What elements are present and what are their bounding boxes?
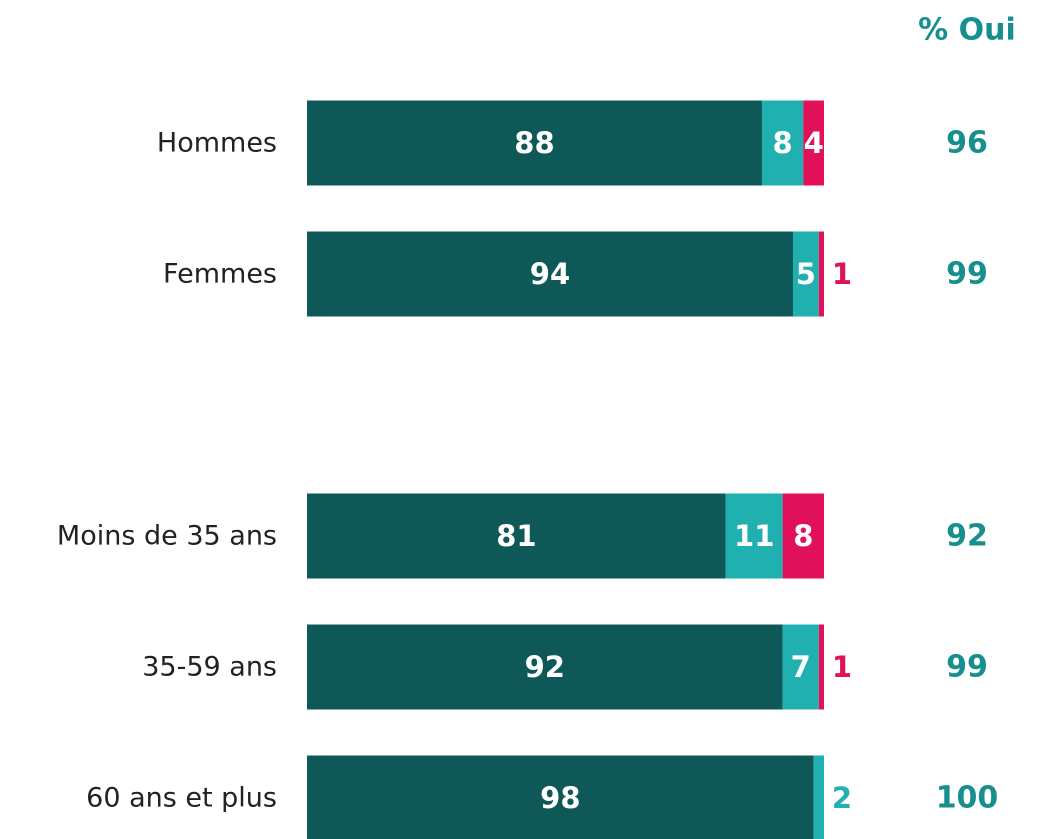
totals-title: % Oui — [918, 13, 1016, 48]
value-label: 7 — [791, 650, 811, 684]
category-label: Moins de 35 ans — [57, 521, 277, 552]
bar-segment — [818, 231, 824, 317]
total-label: 92 — [946, 519, 988, 554]
value-label: 11 — [734, 519, 774, 553]
bar-segment — [307, 231, 793, 317]
value-label: 2 — [832, 781, 852, 815]
total-label: 99 — [946, 650, 988, 685]
bar-segment — [725, 493, 783, 579]
value-label: 98 — [540, 781, 580, 815]
category-label: 35-59 ans — [142, 652, 277, 683]
value-label: 8 — [793, 519, 813, 553]
value-label: 5 — [796, 257, 816, 291]
bar-segment — [307, 755, 814, 839]
value-label: 1 — [832, 650, 852, 684]
value-label: 92 — [525, 650, 565, 684]
category-label: 60 ans et plus — [86, 783, 277, 814]
bar-segment — [307, 624, 783, 710]
bar-segment — [307, 493, 726, 579]
total-label: 100 — [936, 781, 999, 816]
bar-segment — [792, 231, 819, 317]
bar-segment — [307, 100, 762, 186]
bar-segment — [818, 624, 824, 710]
category-label: Femmes — [163, 259, 277, 290]
total-label: 99 — [946, 257, 988, 292]
bar-segment — [782, 493, 824, 579]
value-label: 81 — [496, 519, 536, 553]
value-label: 4 — [804, 126, 824, 160]
bar-segment — [803, 100, 824, 186]
total-label: 96 — [946, 126, 988, 161]
bar-segment — [813, 755, 824, 839]
bar-segment — [761, 100, 804, 186]
value-label: 94 — [530, 257, 570, 291]
bar-segment — [782, 624, 819, 710]
value-label: 1 — [832, 257, 852, 291]
value-label: 8 — [773, 126, 793, 160]
value-label: 88 — [514, 126, 554, 160]
category-label: Hommes — [157, 128, 277, 159]
